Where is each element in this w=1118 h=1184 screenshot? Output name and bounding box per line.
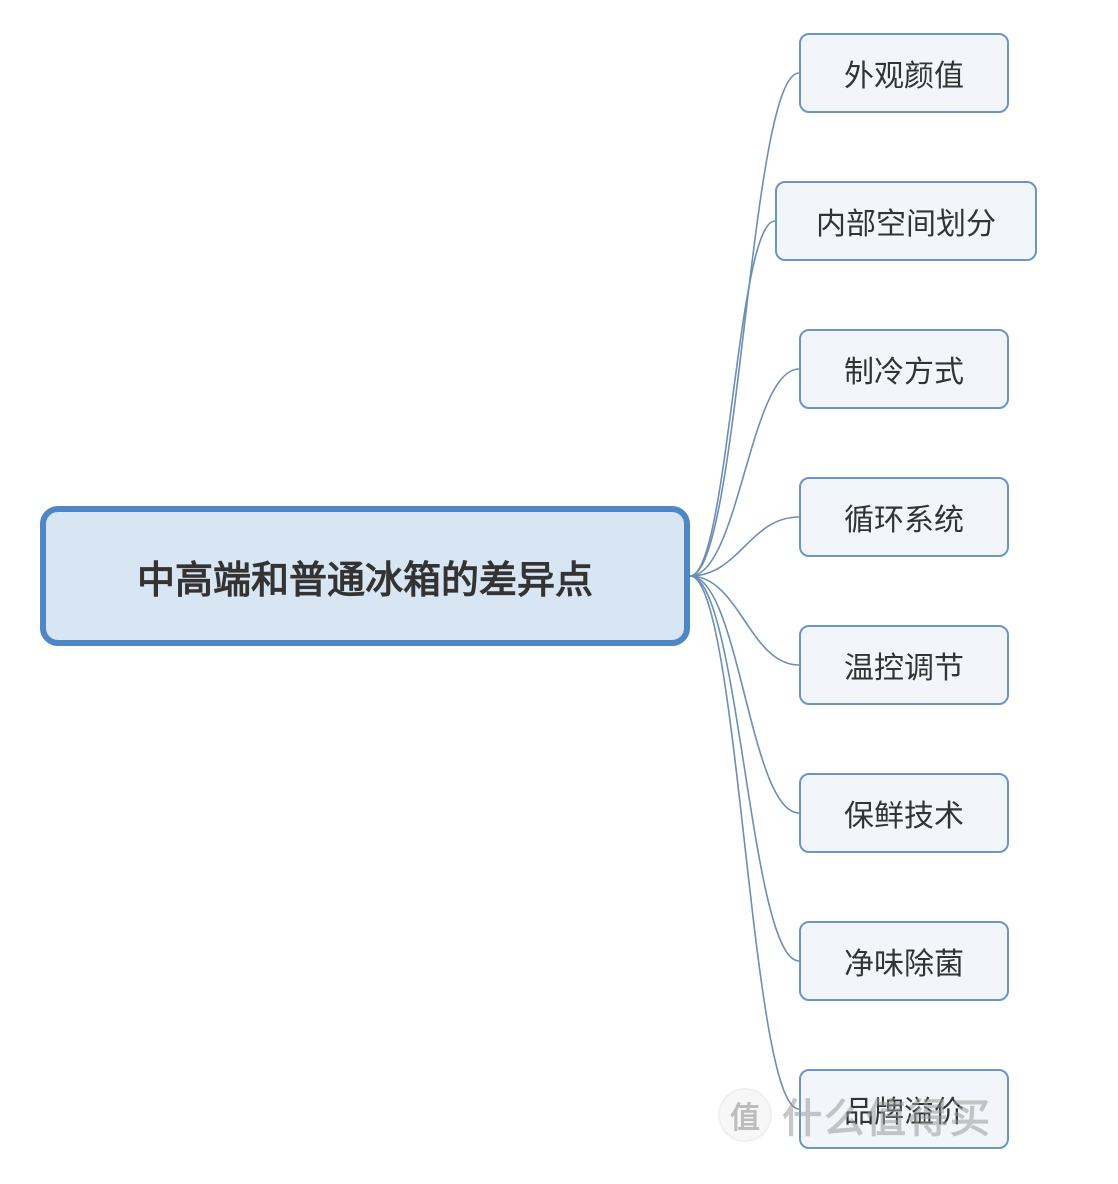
mindmap-child-node: 外观颜值 (799, 33, 1009, 113)
watermark-text: 什么值得买 (782, 1086, 992, 1144)
mindmap-child-label: 制冷方式 (844, 347, 964, 391)
connector-edge (690, 517, 799, 576)
watermark: 值 什么值得买 (718, 1086, 992, 1144)
watermark-badge-icon: 值 (718, 1088, 772, 1142)
mindmap-root-label: 中高端和普通冰箱的差异点 (137, 549, 593, 604)
connector-edge (690, 369, 799, 576)
watermark-badge-char: 值 (730, 1093, 760, 1137)
connector-edge (690, 576, 799, 813)
mindmap-child-node: 保鲜技术 (799, 773, 1009, 853)
mindmap-child-label: 净味除菌 (844, 939, 964, 983)
connector-edge (690, 576, 799, 1109)
mindmap-child-label: 循环系统 (844, 495, 964, 539)
connector-edge (690, 576, 799, 665)
mindmap-child-label: 保鲜技术 (844, 791, 964, 835)
mindmap-child-node: 温控调节 (799, 625, 1009, 705)
connector-edge (690, 73, 799, 576)
mindmap-child-label: 温控调节 (844, 643, 964, 687)
connector-edge (690, 221, 775, 576)
mindmap-child-node: 循环系统 (799, 477, 1009, 557)
mindmap-child-node: 内部空间划分 (775, 181, 1037, 261)
mindmap-child-label: 外观颜值 (844, 51, 964, 95)
connector-edge (690, 576, 799, 961)
mindmap-root-node: 中高端和普通冰箱的差异点 (40, 506, 690, 646)
mindmap-child-node: 净味除菌 (799, 921, 1009, 1001)
mindmap-child-label: 内部空间划分 (816, 199, 996, 243)
mindmap-child-node: 制冷方式 (799, 329, 1009, 409)
